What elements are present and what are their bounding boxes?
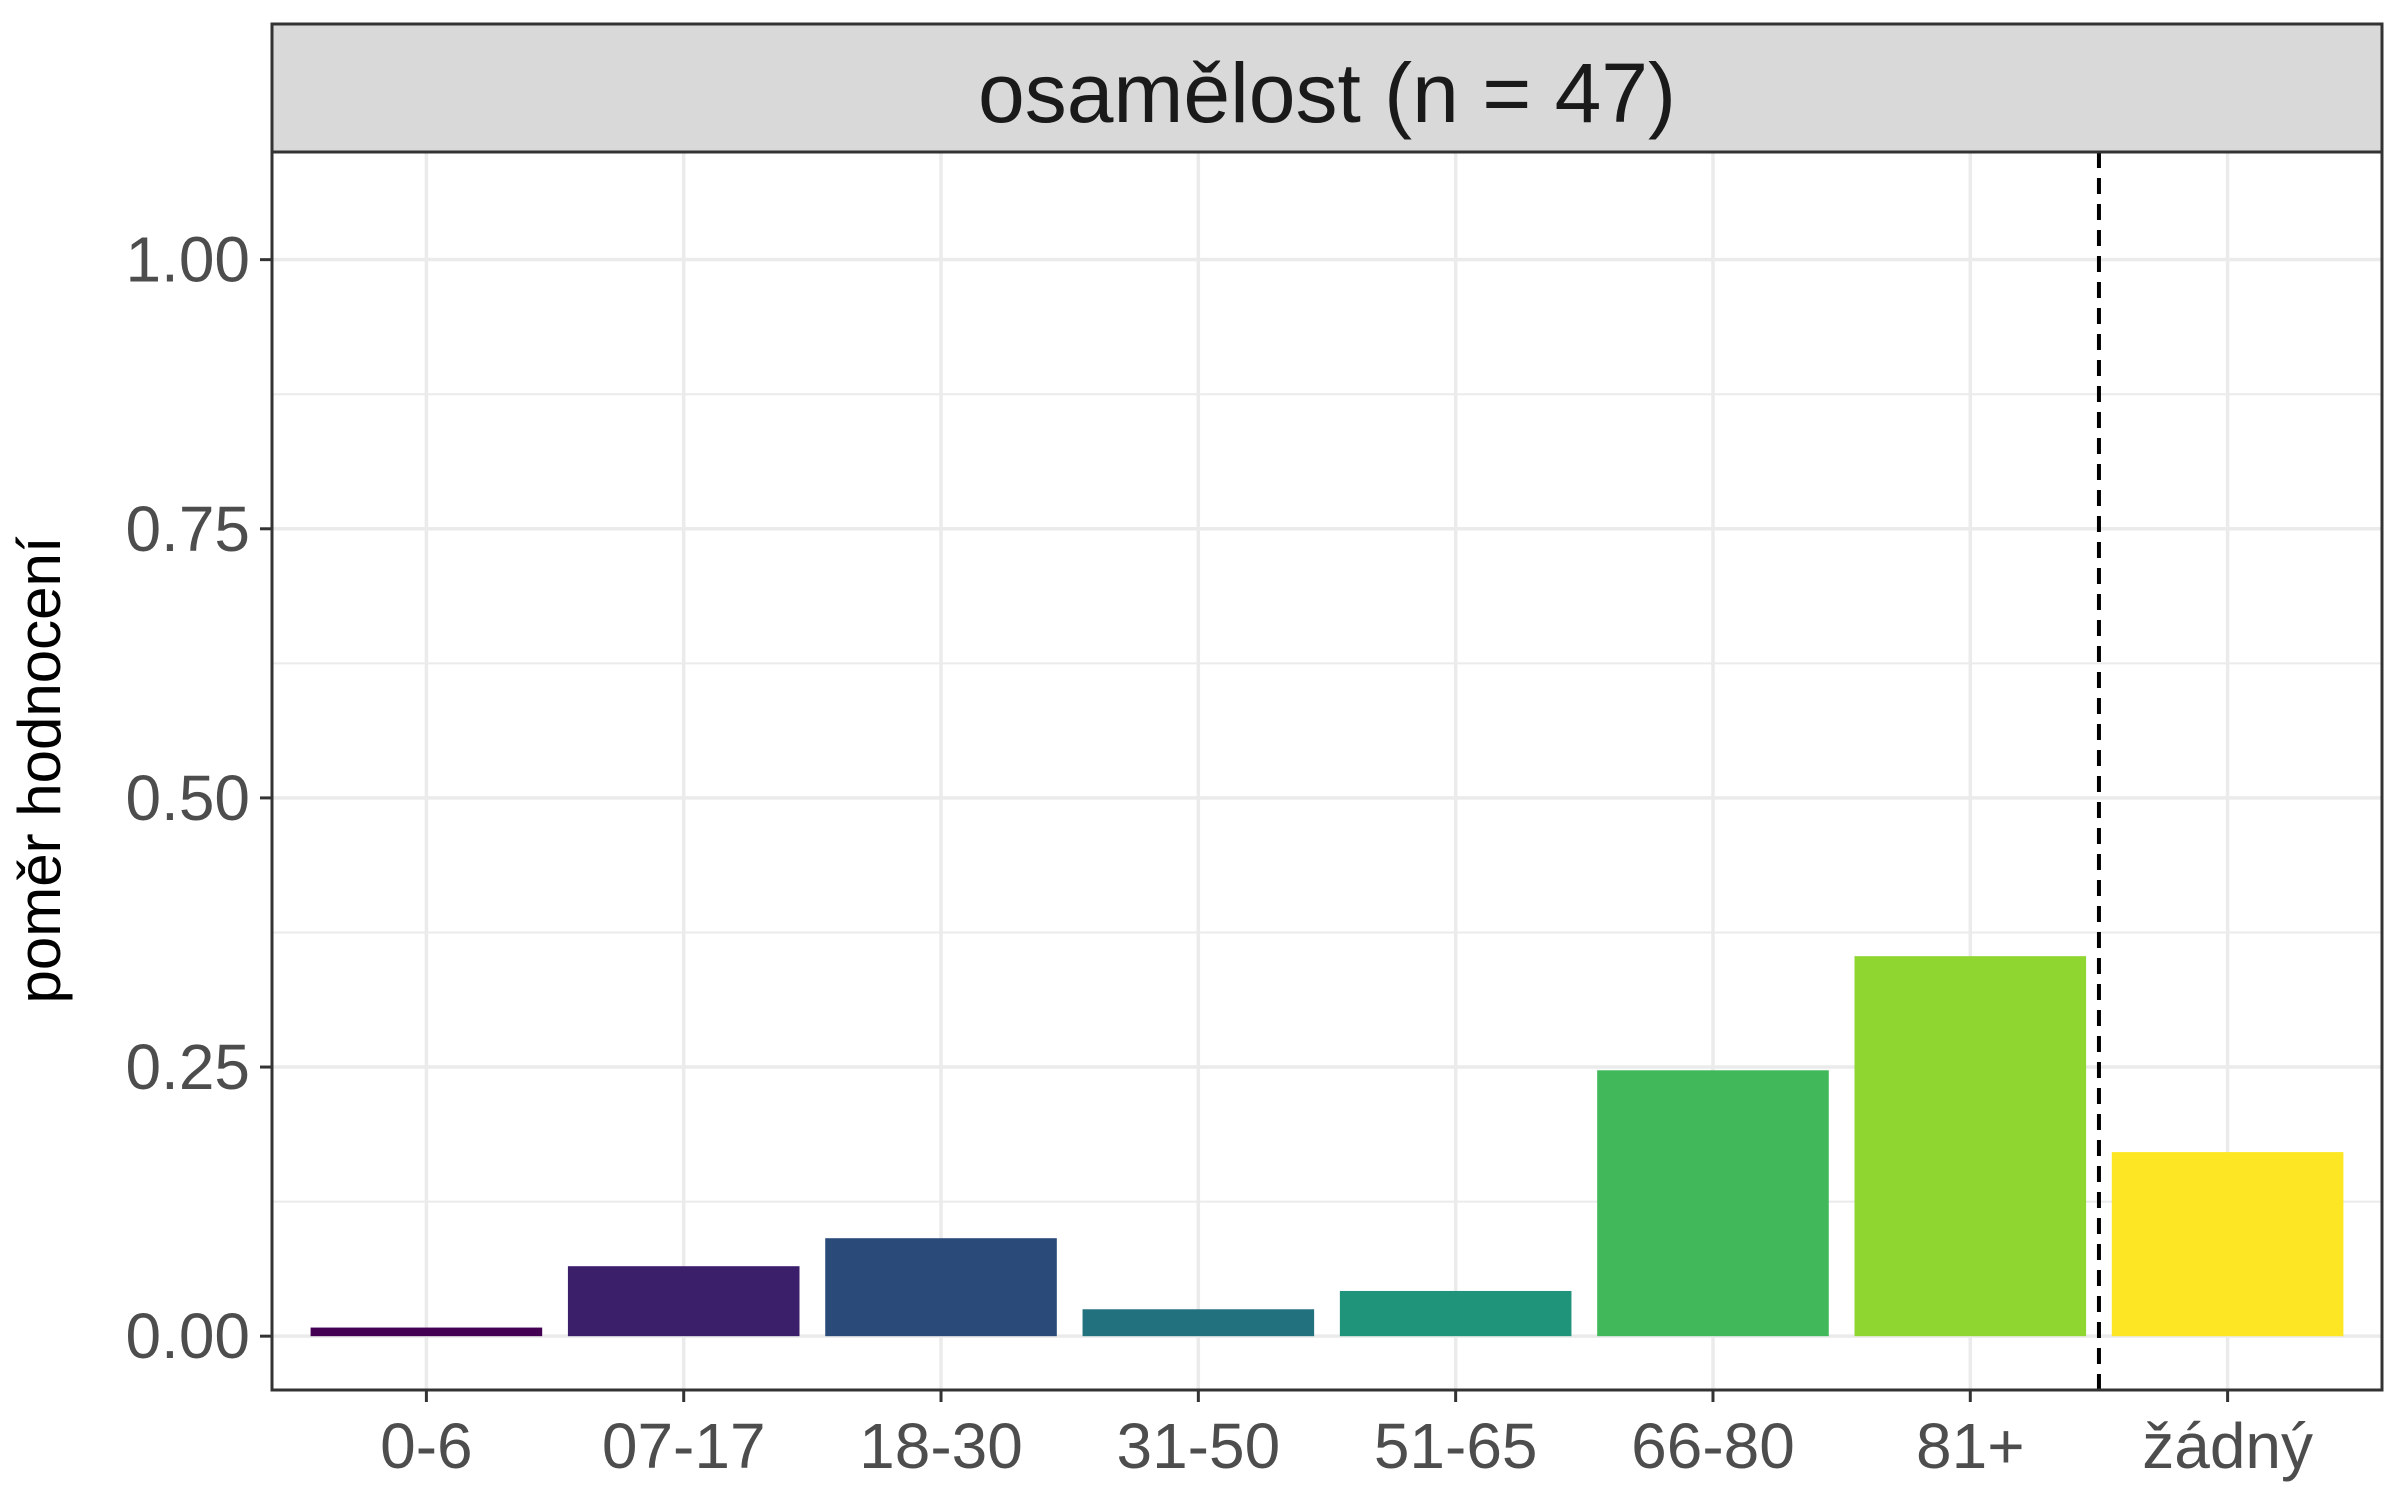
bar-31-50 (1082, 1309, 1315, 1337)
bar-51-65 (1339, 1290, 1572, 1337)
y-tick-label: 1.00 (125, 224, 250, 296)
x-tick-label: 81+ (1916, 1410, 2025, 1482)
bar-81+ (1854, 956, 2087, 1337)
facet-title: osamělost (n = 47) (978, 46, 1676, 140)
x-tick-label: 31-50 (1116, 1410, 1280, 1482)
x-tick-label: žádný (2142, 1410, 2313, 1482)
y-tick-label: 0.50 (125, 762, 250, 834)
bar-07-17 (567, 1266, 800, 1337)
grid-lines (272, 152, 2382, 1390)
x-tick-label: 66-80 (1631, 1410, 1795, 1482)
x-tick-label: 51-65 (1374, 1410, 1538, 1482)
bar-0-6 (310, 1327, 543, 1337)
y-tick-label: 0.75 (125, 493, 250, 565)
bar-66-80 (1597, 1070, 1829, 1337)
y-tick-label: 0.25 (125, 1031, 250, 1103)
bar-žádný (2111, 1152, 2344, 1337)
x-axis: 0-6 07-17 18-30 31-50 51-65 66-80 81+ žádný (380, 1390, 2313, 1482)
facet-strip: osamělost (n = 47) (270, 22, 2384, 154)
bars (310, 956, 2344, 1337)
y-tick-label: 0.00 (125, 1300, 250, 1372)
y-axis: 0.00 0.25 0.50 0.75 1.00 (125, 224, 272, 1372)
x-tick-label: 07-17 (602, 1410, 766, 1482)
panel-border (270, 150, 2384, 1392)
y-axis-title: poměr hodnocení (6, 536, 73, 1003)
x-tick-label: 0-6 (380, 1410, 473, 1482)
bar-18-30 (825, 1238, 1057, 1337)
x-tick-label: 18-30 (859, 1410, 1023, 1482)
facet-strip-background (270, 22, 2384, 154)
